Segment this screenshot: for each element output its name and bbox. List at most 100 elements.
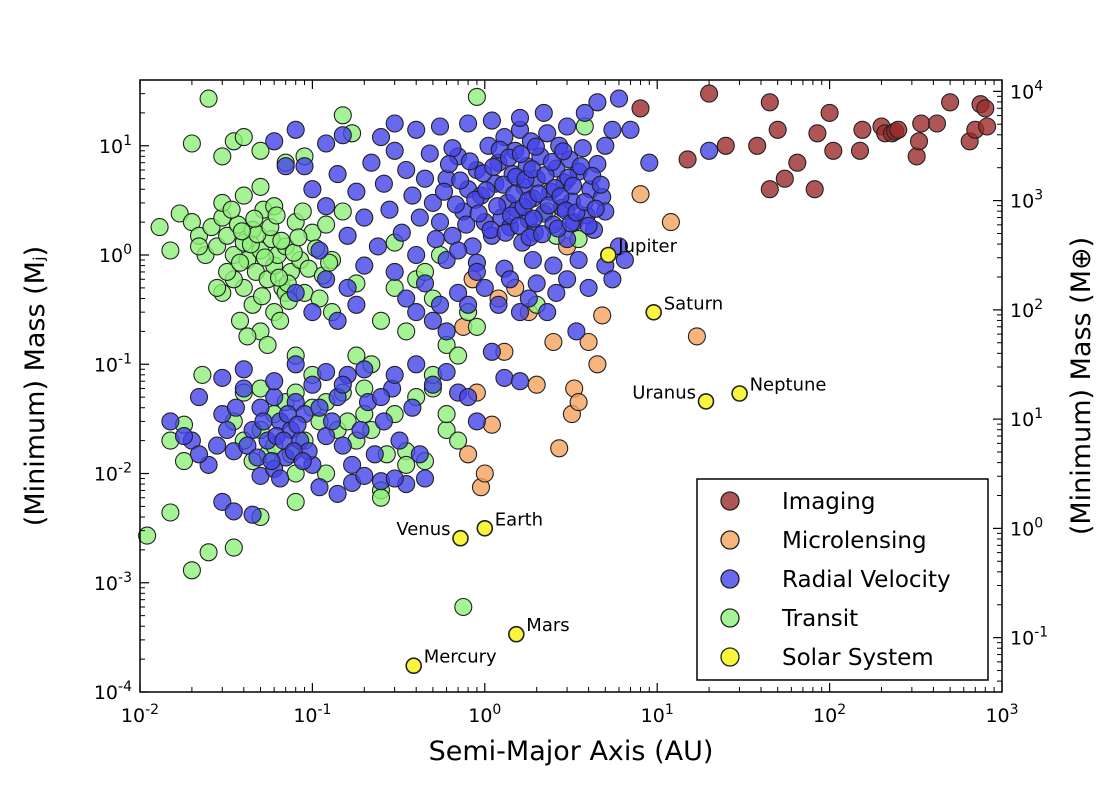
transit-point [397,455,416,474]
radial-velocity-point [365,445,384,464]
radial-velocity-point [371,388,391,407]
radial-velocity-point [591,175,610,194]
radial-velocity-point [415,274,435,293]
transit-point [182,134,201,153]
transit-point [232,222,251,241]
radial-velocity-point [174,427,194,446]
transit-point [267,206,286,225]
imaging-point [808,124,827,143]
radial-velocity-point [271,469,290,488]
legend-marker-microlensing [720,530,740,550]
radial-velocity-point [410,208,429,227]
transit-point [251,177,270,196]
radial-velocity-point [410,445,429,464]
radial-velocity-point [317,134,336,153]
radial-velocity-point [420,144,439,163]
y2-tick-label: 10-1 [1010,625,1048,650]
radial-velocity-point [526,137,545,156]
radial-velocity-point [542,152,561,172]
transit-point [238,327,257,346]
radial-velocity-point [234,379,253,398]
transit-point [182,561,201,580]
radial-velocity-point [390,431,409,450]
imaging-point [941,93,960,112]
radial-velocity-point [310,478,329,497]
y-tick-label: 100 [99,242,132,267]
radial-velocity-point [523,250,542,270]
legend-marker-transit [720,608,740,628]
radial-velocity-point [276,157,295,176]
radial-velocity-point [538,124,557,143]
imaging-point [748,136,767,155]
radial-velocity-point [510,372,530,391]
y2-tick-label: 101 [1010,406,1043,431]
radial-velocity-point [443,139,462,158]
radial-velocity-point [286,283,305,302]
radial-velocity-point [459,295,478,314]
radial-velocity-point [558,117,577,136]
solar-label-jupiter: Jupiter [617,236,677,257]
solar-planet-mars [507,625,525,643]
microlensing-point [544,332,563,352]
transit-point [218,262,237,281]
radial-velocity-point [467,412,486,431]
radial-velocity-point [482,111,501,130]
transit-point [347,346,366,365]
transit-point [193,365,212,384]
radial-velocity-point [575,103,594,122]
radial-velocity-point [317,197,336,216]
legend-label-imaging: Imaging [782,489,875,515]
transit-point [449,346,468,365]
solar-planet-jupiter [599,246,617,264]
transit-point [230,253,250,272]
radial-velocity-point [588,93,607,112]
imaging-point [805,180,824,199]
radial-velocity-point [579,216,598,235]
transit-point [199,543,218,562]
radial-velocity-point [355,256,374,275]
radial-velocity-point [380,200,399,219]
transit-point [161,503,180,522]
y2-tick-label: 102 [1010,297,1043,322]
transit-point [170,204,189,223]
imaging-point [853,120,872,139]
radial-velocity-point [544,256,563,275]
radial-velocity-point [569,250,588,270]
transit-point [230,311,250,330]
transit-point [467,87,486,106]
solar-label-mercury: Mercury [424,647,497,668]
radial-velocity-point [484,157,503,176]
x-tick-label: 101 [641,702,674,727]
radial-velocity-point [371,128,391,147]
radial-velocity-point [407,120,426,139]
solar-label-mars: Mars [526,615,569,636]
radial-velocity-point [481,220,500,239]
radial-velocity-point [303,180,322,199]
radial-velocity-point [460,152,479,171]
imaging-point [850,141,870,160]
radial-velocity-point [347,182,366,201]
radial-velocity-point [596,136,615,155]
radial-velocity-point [234,360,253,379]
legend-label-solar-system: Solar System [782,645,934,671]
radial-velocity-point [218,420,237,440]
solar-label-saturn: Saturn [664,293,723,314]
solar-planet-neptune [731,385,748,402]
data-points: Mercury Venus Earth Mars Jupiter Saturn Uranus… [138,84,997,675]
imaging-point [978,117,997,136]
transit-point [449,431,468,450]
radial-velocity-point [385,114,404,133]
microlensing-point [527,375,546,394]
transit-point [251,141,270,160]
radial-velocity-point [161,412,180,431]
radial-velocity-point [423,193,442,212]
imaging-point [716,136,735,155]
microlensing-point [687,327,706,346]
radial-velocity-point [385,365,404,384]
radial-velocity-point [293,452,312,471]
radial-velocity-point [295,157,314,176]
radial-velocity-point [355,360,374,379]
radial-velocity-point [640,153,659,172]
radial-velocity-point [397,289,416,308]
x-tick-label: 10-2 [121,702,159,727]
